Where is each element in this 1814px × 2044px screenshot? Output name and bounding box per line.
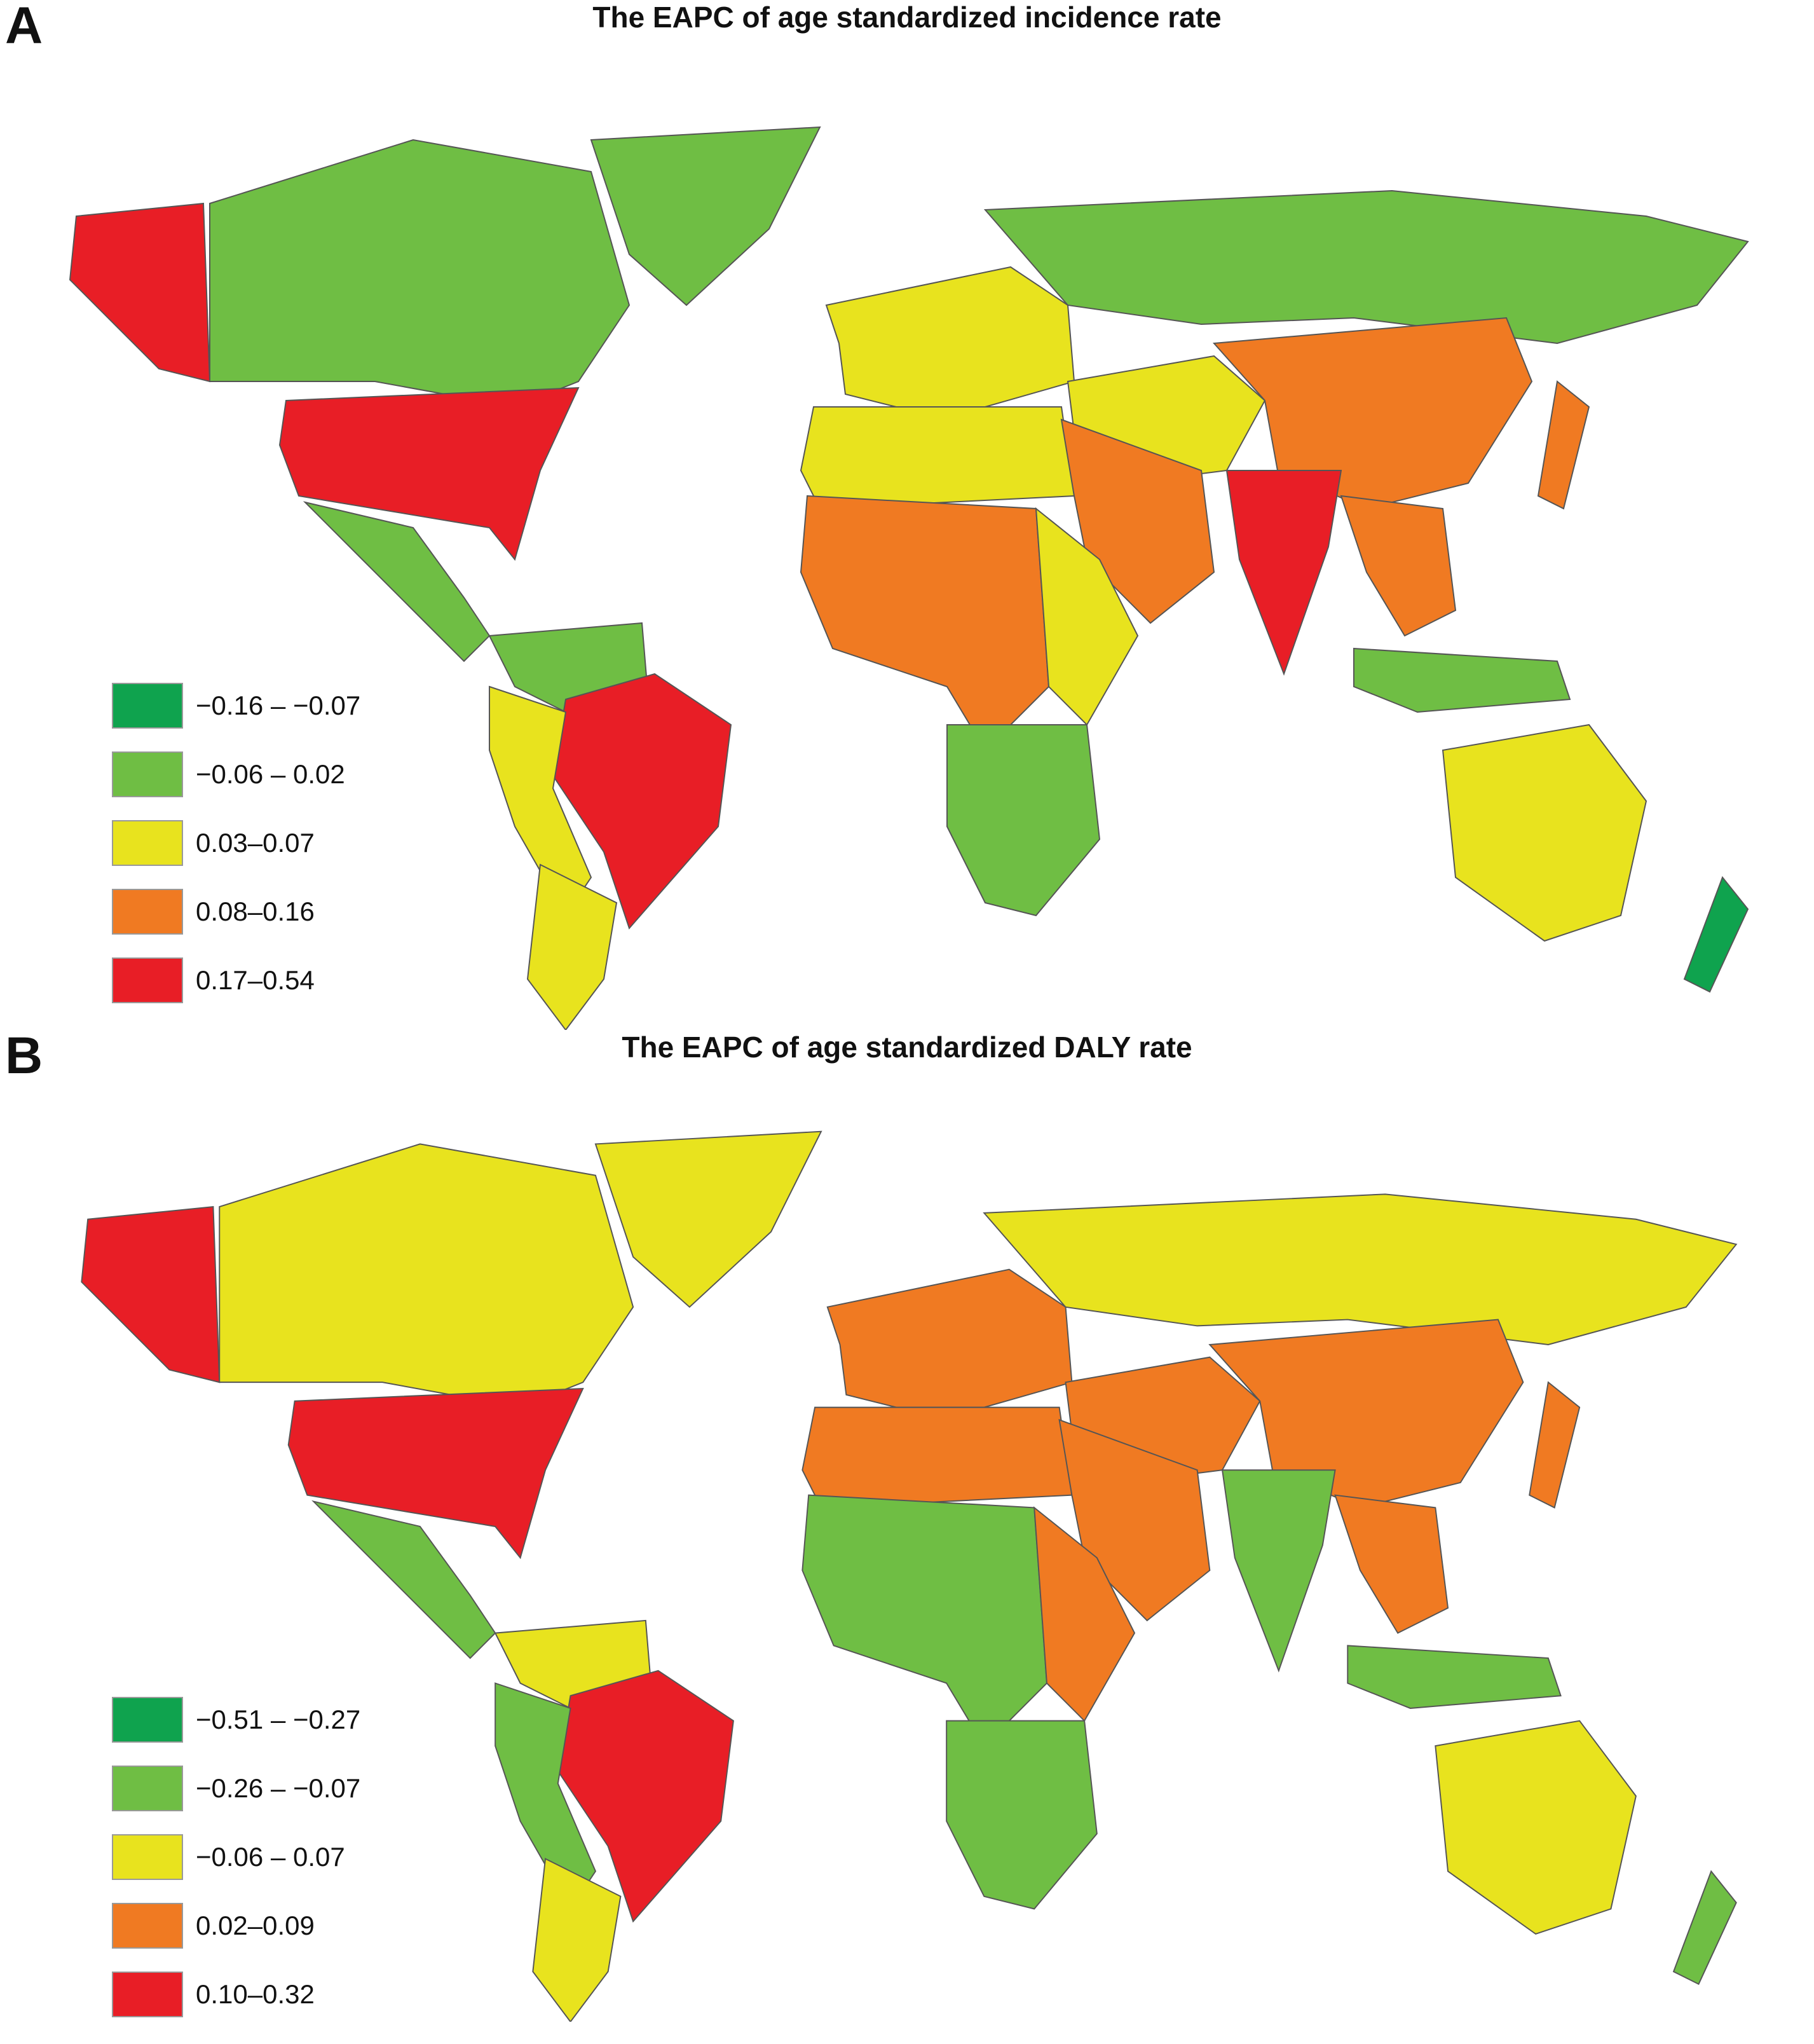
- legend-swatch: [112, 957, 183, 1003]
- region-australia: [1442, 724, 1647, 942]
- region-southeast-asia: [1340, 495, 1457, 637]
- legend-item: −0.51 – −0.27: [112, 1697, 361, 1743]
- legend-item: −0.16 – −0.07: [112, 683, 361, 729]
- map-title: The EAPC of age standardized incidence r…: [592, 1, 1222, 34]
- world-map: [69, 126, 1749, 1030]
- legend-swatch: [112, 889, 183, 935]
- region-west-central-africa: [801, 1494, 1047, 1747]
- region-australia: [1435, 1720, 1637, 1935]
- region-alaska: [81, 1205, 221, 1383]
- legend-item: −0.06 – 0.02: [112, 751, 360, 797]
- region-southern-cone: [526, 863, 618, 1030]
- legend-swatch: [112, 751, 183, 797]
- legend-swatch: [112, 1834, 183, 1880]
- region-brazil: [552, 673, 732, 929]
- legend-swatch: [112, 1766, 183, 1811]
- region-russia: [983, 189, 1749, 345]
- legend-label: −0.06 – 0.07: [196, 1842, 345, 1872]
- region-europe: [826, 1268, 1073, 1408]
- region-brazil: [557, 1670, 734, 1923]
- map-title: The EAPC of age standardized DALY rate: [622, 1031, 1192, 1064]
- legend-item: −0.26 – −0.07: [112, 1766, 361, 1811]
- region-india: [1221, 1469, 1336, 1673]
- region-mexico-central-america: [311, 1500, 496, 1659]
- region-southern-cone: [532, 1858, 622, 2022]
- region-usa: [287, 1387, 584, 1560]
- region-north-africa: [801, 1406, 1073, 1509]
- legend-label: −0.06 – 0.02: [196, 759, 345, 789]
- region-southern-africa: [946, 1720, 1098, 1910]
- legend-item: 0.02–0.09: [112, 1903, 360, 1949]
- region-southern-africa: [946, 724, 1101, 917]
- region-new-zealand: [1672, 1870, 1737, 1986]
- region-russia: [983, 1193, 1738, 1346]
- legend-swatch: [112, 820, 183, 866]
- legend-swatch: [112, 1903, 183, 1949]
- panel-b: B The EAPC of age standardized DALY rate…: [0, 1027, 1814, 2039]
- region-china: [1212, 317, 1533, 510]
- legend-label: 0.03–0.07: [196, 828, 315, 858]
- region-alaska: [69, 202, 211, 383]
- legend: −0.16 – −0.07 −0.06 – 0.02 0.03–0.07 0.08–0…: [112, 683, 361, 1030]
- legend-label: 0.10–0.32: [196, 1979, 315, 2009]
- panel-letter: B: [5, 1027, 43, 1085]
- region-greenland: [594, 1130, 822, 1308]
- region-canada: [209, 139, 631, 408]
- region-europe: [825, 266, 1075, 408]
- panel-letter: A: [5, 0, 43, 55]
- region-west-central-africa: [800, 495, 1050, 751]
- region-greenland: [590, 126, 821, 306]
- region-north-africa: [800, 406, 1075, 510]
- legend: −0.51 – −0.27 −0.26 – −0.07 −0.06 – 0.07 0.…: [112, 1697, 361, 2044]
- legend-item: 0.10–0.32: [112, 1972, 360, 2017]
- legend-item: 0.17–0.54: [112, 957, 360, 1003]
- region-japan: [1537, 380, 1590, 510]
- legend-label: 0.08–0.16: [196, 896, 315, 926]
- legend-label: −0.16 – −0.07: [196, 690, 361, 720]
- legend-label: −0.26 – −0.07: [196, 1773, 361, 1803]
- region-indonesia: [1347, 1645, 1562, 1709]
- region-southeast-asia: [1334, 1494, 1449, 1634]
- legend-label: −0.51 – −0.27: [196, 1704, 361, 1734]
- region-india: [1225, 470, 1342, 676]
- region-japan: [1529, 1381, 1581, 1509]
- region-china: [1208, 1319, 1524, 1509]
- region-mexico-central-america: [303, 501, 491, 662]
- region-indonesia: [1353, 647, 1571, 713]
- legend-item: −0.06 – 0.07: [112, 1834, 360, 1880]
- region-east-africa: [1033, 1506, 1136, 1722]
- region-usa: [278, 387, 580, 561]
- legend-swatch: [112, 1697, 183, 1743]
- panel-a: A The EAPC of age standardized incidence…: [5, 0, 1749, 1030]
- legend-item: 0.03–0.07: [112, 820, 360, 866]
- region-east-africa: [1035, 507, 1139, 726]
- legend-label: 0.02–0.09: [196, 1910, 315, 1940]
- legend-swatch: [112, 1972, 183, 2017]
- region-canada: [219, 1143, 634, 1408]
- legend-swatch: [112, 683, 183, 729]
- legend-item: 0.08–0.16: [112, 889, 360, 935]
- legend-label: 0.17–0.54: [196, 965, 315, 995]
- region-new-zealand: [1683, 876, 1749, 993]
- world-map: [81, 1130, 1738, 2022]
